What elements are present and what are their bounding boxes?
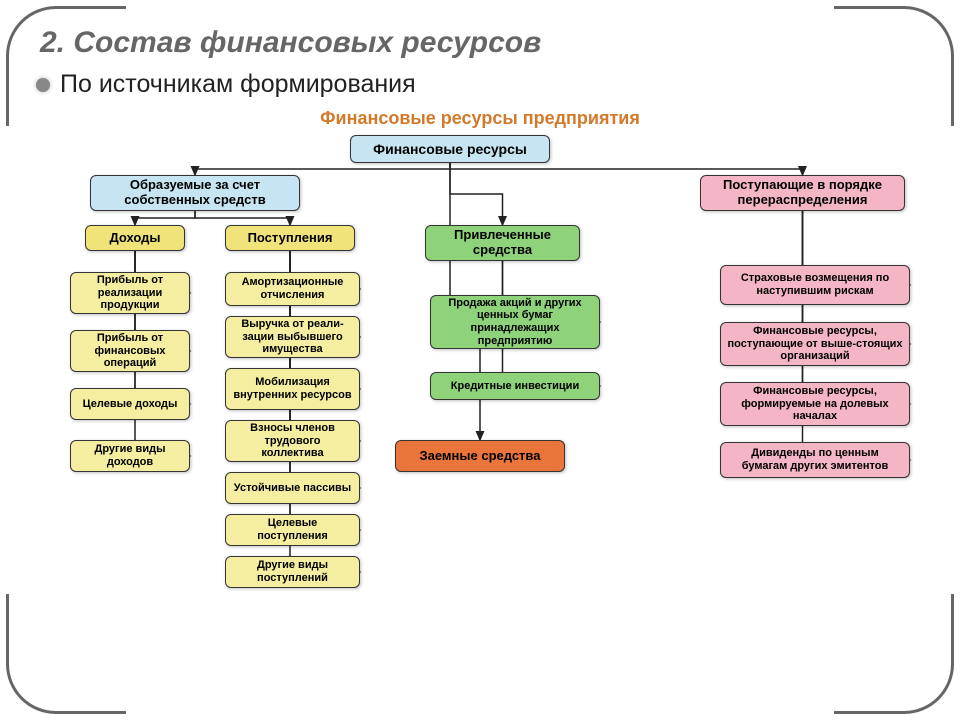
node-receipts: Поступления (225, 225, 355, 251)
node-r7: Другие виды поступлений (225, 556, 360, 588)
node-r6: Целевые поступления (225, 514, 360, 546)
node-y2: Прибыль от финансовых операций (70, 330, 190, 372)
frame-corner-bl (6, 594, 126, 714)
node-r1: Амортизационные отчисления (225, 272, 360, 306)
node-p2: Финансовые ресурсы, поступающие от выше-… (720, 322, 910, 366)
node-r4: Взносы членов трудового коллектива (225, 420, 360, 462)
node-p3: Финансовые ресурсы, формируемые на долев… (720, 382, 910, 426)
node-income: Доходы (85, 225, 185, 251)
node-r2: Выручка от реали-зации выбывшего имущест… (225, 316, 360, 358)
node-y3: Целевые доходы (70, 388, 190, 420)
node-root: Финансовые ресурсы (350, 135, 550, 163)
node-y1: Прибыль от реализации продукции (70, 272, 190, 314)
node-borrowed: Заемные средства (395, 440, 565, 472)
node-redistr: Поступающие в порядке перераспределения (700, 175, 905, 211)
chart-title: Финансовые ресурсы предприятия (0, 108, 960, 129)
node-r5: Устойчивые пассивы (225, 472, 360, 504)
node-own: Образуемые за счет собственных средств (90, 175, 300, 211)
bullet-icon (36, 78, 50, 92)
node-g2: Кредитные инвестиции (430, 372, 600, 400)
node-r3: Мобилизация внутренних ресурсов (225, 368, 360, 410)
frame-corner-br (834, 594, 954, 714)
node-g1: Продажа акций и других ценных бумаг прин… (430, 295, 600, 349)
node-y4: Другие виды доходов (70, 440, 190, 472)
slide-title: 2. Состав финансовых ресурсов (40, 26, 541, 60)
node-p4: Дивиденды по ценным бумагам других эмите… (720, 442, 910, 478)
node-attracted: Привлеченные средства (425, 225, 580, 261)
node-p1: Страховые возмещения по наступившим риск… (720, 265, 910, 305)
slide-subtitle: По источникам формирования (60, 70, 416, 99)
